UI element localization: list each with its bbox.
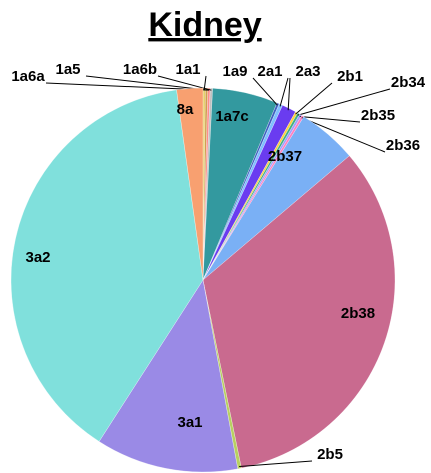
chart-title: Kidney bbox=[148, 6, 261, 44]
slice-label: 1a6b bbox=[123, 61, 157, 78]
slice-label: 2a1 bbox=[257, 63, 282, 80]
slice-label: 3a2 bbox=[25, 249, 50, 266]
slice-label: 1a9 bbox=[222, 63, 247, 80]
slice-label: 2b38 bbox=[341, 305, 375, 322]
leader-line bbox=[85, 75, 207, 91]
leader-line bbox=[297, 88, 391, 116]
pie-slice bbox=[176, 87, 204, 281]
leader-line bbox=[295, 82, 333, 115]
leader-line bbox=[279, 77, 289, 107]
slice-label: 1a5 bbox=[55, 61, 80, 78]
leader-line bbox=[239, 460, 313, 468]
slice-label: 2b34 bbox=[391, 74, 426, 91]
leader-line bbox=[157, 75, 212, 91]
slice-label: 1a7c bbox=[215, 108, 248, 125]
pie-slice bbox=[98, 279, 238, 473]
slice-label: 2b36 bbox=[386, 137, 420, 154]
leader-line bbox=[203, 75, 207, 91]
slice-label: 8a bbox=[177, 101, 194, 118]
leader-line bbox=[299, 115, 361, 123]
leader-line bbox=[287, 77, 291, 111]
slice-label: 1a6a bbox=[11, 68, 45, 85]
leader-line bbox=[252, 77, 278, 106]
slice-label: 3a1 bbox=[177, 414, 202, 431]
slice-label: 2b5 bbox=[317, 446, 343, 463]
leader-line bbox=[45, 82, 209, 91]
slice-label: 2b1 bbox=[337, 68, 363, 85]
slice-label: 1a1 bbox=[175, 61, 200, 78]
pie-slice bbox=[202, 155, 396, 469]
slice-label: 2b37 bbox=[268, 148, 302, 165]
pie-slice bbox=[10, 89, 204, 442]
leader-line bbox=[301, 117, 386, 153]
slice-label: 2a3 bbox=[295, 63, 320, 80]
slice-label: 2b35 bbox=[361, 107, 395, 124]
